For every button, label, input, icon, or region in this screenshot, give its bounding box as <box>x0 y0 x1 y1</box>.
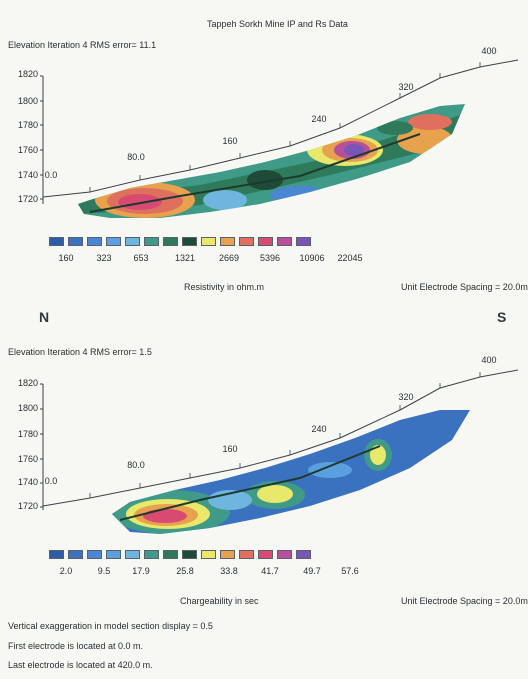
legend-swatch <box>68 237 83 246</box>
panel1-ytick: 1760 <box>17 145 38 155</box>
legend-swatch <box>125 237 140 246</box>
south-label: S <box>497 309 507 325</box>
legend-swatch <box>182 550 197 559</box>
panel2-xtick: 320 <box>398 392 414 402</box>
panel2-ytick: 1800 <box>17 403 38 413</box>
panel2-xtick: 80.0 <box>127 460 145 470</box>
panel1-spacing: Unit Electrode Spacing = 20.0m <box>401 282 528 292</box>
panel1-ytick: 1780 <box>17 120 38 130</box>
legend-swatch <box>220 237 235 246</box>
legend-swatch <box>239 550 254 559</box>
panel2-electrodes <box>89 372 481 498</box>
panel1-xtick: 320 <box>398 82 414 92</box>
panel1-header: Elevation Iteration 4 RMS error= 11.1 <box>8 40 157 50</box>
panel2-ytick: 1780 <box>17 429 38 439</box>
legend-value: 41.7 <box>261 566 279 576</box>
panel2-xtick: 240 <box>311 424 327 434</box>
legend-swatch <box>258 237 273 246</box>
legend-value: 17.9 <box>132 566 150 576</box>
legend-value: 1321 <box>174 253 196 263</box>
legend-value: 2.0 <box>59 566 73 576</box>
panel2-xtick: 0.0 <box>44 476 58 486</box>
panel2-xtick: 160 <box>222 444 238 454</box>
legend-swatch <box>125 550 140 559</box>
panel2-color-scale <box>49 550 311 559</box>
legend-swatch <box>277 550 292 559</box>
legend-swatch <box>163 550 178 559</box>
panel2-ytick: 1740 <box>17 477 38 487</box>
legend-swatch <box>277 237 292 246</box>
legend-swatch <box>182 237 197 246</box>
legend-swatch <box>239 237 254 246</box>
legend-value: 9.5 <box>97 566 111 576</box>
legend-value: 57.6 <box>341 566 359 576</box>
panel2-spacing: Unit Electrode Spacing = 20.0m <box>401 596 528 606</box>
legend-value: 2669 <box>218 253 240 263</box>
legend-swatch <box>49 550 64 559</box>
legend-swatch <box>49 237 64 246</box>
panel1-ytick: 1800 <box>17 96 38 106</box>
legend-swatch <box>163 237 178 246</box>
legend-value: 5396 <box>259 253 281 263</box>
legend-value: 323 <box>96 253 112 263</box>
panel2-chargeability-section <box>112 410 470 534</box>
panel1-xtick: 80.0 <box>127 152 145 162</box>
panel1-xtick: 0.0 <box>44 170 58 180</box>
panel1-xtick: 240 <box>311 114 327 124</box>
panel1-electrodes <box>89 62 481 192</box>
legend-value: 653 <box>133 253 149 263</box>
panel2-ytick: 1760 <box>17 454 38 464</box>
legend-swatch <box>220 550 235 559</box>
north-label: N <box>39 309 50 325</box>
legend-value: 49.7 <box>303 566 321 576</box>
panel1-unit-label: Resistivity in ohm.m <box>184 282 265 292</box>
footer-note-last-electrode: Last electrode is located at 420.0 m. <box>8 660 153 670</box>
panel2-unit-label: Chargeability in sec <box>180 596 259 606</box>
legend-swatch <box>87 237 102 246</box>
legend-value: 25.8 <box>176 566 194 576</box>
panel1-ytick: 1820 <box>17 69 38 79</box>
legend-swatch <box>296 237 311 246</box>
panel1-xtick: 160 <box>222 136 238 146</box>
legend-value: 33.8 <box>220 566 238 576</box>
figure-title: Tappeh Sorkh Mine IP and Rs Data <box>207 19 348 29</box>
legend-swatch <box>296 550 311 559</box>
legend-swatch <box>68 550 83 559</box>
panel2-ytick: 1820 <box>17 378 38 388</box>
panel1-xtick: 400 <box>481 46 497 56</box>
panel1-ytick: 1720 <box>17 194 38 204</box>
legend-value: 22045 <box>337 253 363 263</box>
panel1-color-scale <box>49 237 311 246</box>
panel2-ytick: 1720 <box>17 501 38 511</box>
legend-swatch <box>106 237 121 246</box>
footer-note-exaggeration: Vertical exaggeration in model section d… <box>8 621 213 631</box>
panel2-header: Elevation Iteration 4 RMS error= 1.5 <box>8 347 152 357</box>
legend-swatch <box>201 550 216 559</box>
legend-swatch <box>258 550 273 559</box>
legend-swatch <box>201 237 216 246</box>
legend-swatch <box>144 550 159 559</box>
panel1-resistivity-section <box>78 104 465 218</box>
panel2-xtick: 400 <box>481 355 497 365</box>
legend-value: 10906 <box>299 253 325 263</box>
panel1-ytick: 1740 <box>17 170 38 180</box>
footer-note-first-electrode: First electrode is located at 0.0 m. <box>8 641 144 651</box>
legend-swatch <box>106 550 121 559</box>
legend-swatch <box>144 237 159 246</box>
legend-value: 160 <box>58 253 74 263</box>
legend-swatch <box>87 550 102 559</box>
